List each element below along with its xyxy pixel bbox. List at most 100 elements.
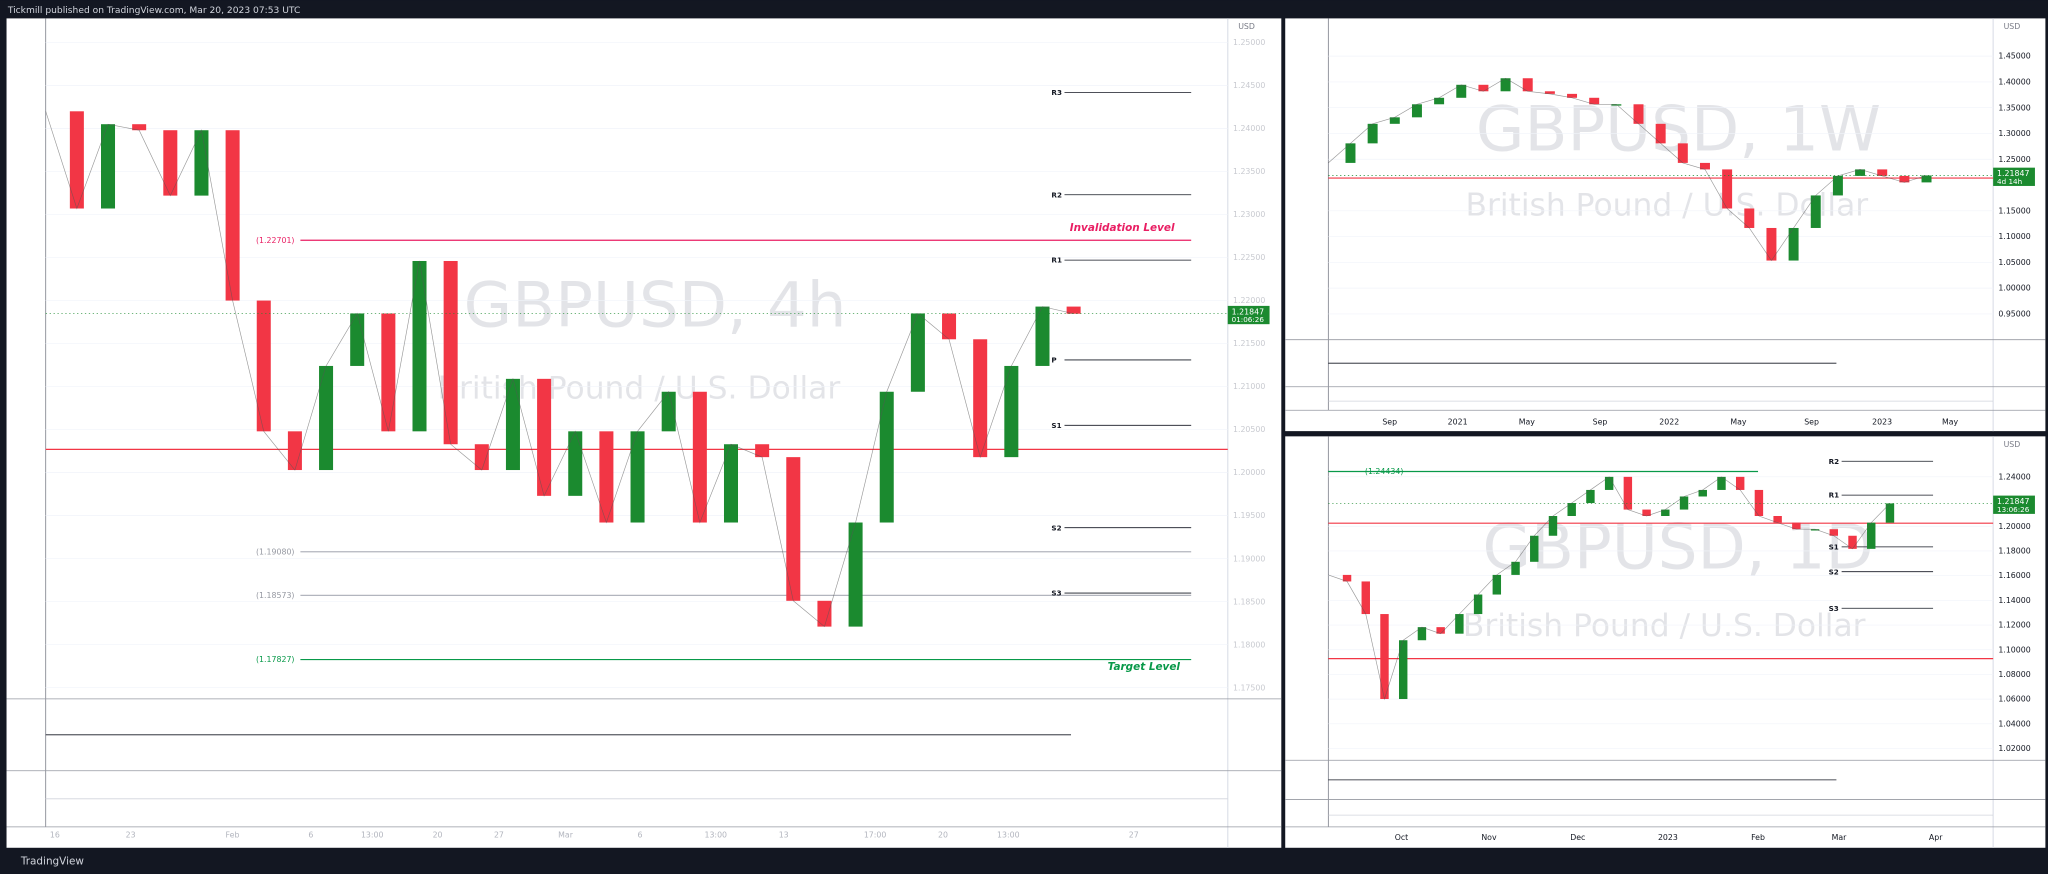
y-tick-label: 1.08000 [1998, 670, 2030, 679]
price-bar [630, 431, 645, 523]
x-tick-label: 20 [938, 830, 948, 839]
price-bar [1773, 515, 1782, 523]
x-tick-label: 13 [779, 830, 789, 839]
annotation: Target Level [1108, 661, 1181, 673]
pivot-label: R1 [1829, 491, 1840, 500]
pivot-label: S3 [1829, 604, 1839, 613]
price-bar [1722, 169, 1733, 209]
price-bar [817, 600, 832, 627]
x-tick-label: 2022 [1659, 418, 1679, 427]
price-bar [692, 391, 707, 523]
y-tick-label: 1.12000 [1998, 621, 2030, 630]
y-tick-label: 1.25000 [1998, 155, 2030, 164]
price-bar [1586, 489, 1595, 504]
x-tick-label: Dec [1570, 833, 1585, 842]
y-tick-label: 1.45000 [1998, 52, 2030, 61]
x-tick-label: Mar [558, 830, 574, 839]
price-bar [568, 431, 583, 496]
price-bar [1921, 175, 1932, 183]
x-tick-label: Feb [226, 830, 240, 839]
price-bar [1744, 208, 1755, 228]
y-tick-label: 1.05000 [1998, 258, 2030, 267]
x-tick-label: 17:00 [864, 830, 887, 839]
axis-unit: USD [1238, 22, 1255, 31]
pivot-label: R3 [1051, 88, 1062, 97]
x-tick-label: 2021 [1448, 418, 1468, 427]
price-bar [1611, 104, 1622, 106]
price-bar [1623, 476, 1633, 510]
countdown-label: 01:06:26 [1232, 315, 1265, 324]
watermark-title: GBPUSD, 4h [464, 269, 847, 342]
y-tick-label: 1.22000 [1233, 296, 1265, 305]
price-bar [1035, 306, 1050, 366]
annotation: Invalidation Level [1070, 222, 1175, 234]
price-bar [1455, 614, 1464, 634]
y-tick-label: 1.35000 [1998, 103, 2030, 112]
price-bar [1530, 535, 1539, 562]
x-tick-label: Apr [1929, 833, 1943, 842]
price-bar [69, 111, 84, 209]
price-bar [1766, 227, 1777, 261]
x-tick-label: Sep [1593, 418, 1608, 427]
watermark-subtitle: British Pound / U.S. Dollar [438, 370, 841, 406]
axis-unit: USD [2004, 440, 2021, 449]
charts: USD GBPUSD, 4h British Pound / U.S. Dollar… [6, 18, 2046, 848]
price-bar [1492, 574, 1502, 595]
price-bar [381, 313, 396, 432]
price-bar [1478, 84, 1489, 92]
price-bar [505, 378, 520, 471]
level-line-label: (1.24434) [1365, 467, 1403, 476]
x-tick-label: 2023 [1658, 833, 1678, 842]
price-bar [942, 313, 957, 340]
x-tick-label: 6 [638, 830, 643, 839]
price-bar [973, 339, 988, 458]
y-tick-label: 1.20000 [1998, 522, 2030, 531]
y-tick-label: 1.10000 [1998, 232, 2030, 241]
last-price-label: 1.21847 [1997, 497, 2029, 506]
price-bar [1810, 195, 1821, 228]
price-bar [1754, 489, 1764, 516]
y-tick-label: 1.18500 [1233, 597, 1265, 606]
price-bar [1342, 574, 1352, 582]
x-tick-label: 2023 [1872, 418, 1892, 427]
y-tick-label: 1.20000 [1233, 468, 1265, 477]
price-bar [848, 522, 863, 627]
price-bar [132, 124, 147, 131]
x-tick-label: Oct [1395, 833, 1409, 842]
level-line-label: (1.17827) [256, 655, 294, 664]
pivot-label: S3 [1051, 589, 1061, 598]
price-bar [1066, 306, 1081, 314]
panel-1d [1285, 436, 2046, 848]
price-bar [1522, 78, 1533, 92]
y-tick-label: 1.00000 [1998, 284, 2030, 293]
price-bar [755, 444, 770, 458]
pivot-label: S2 [1829, 567, 1839, 576]
y-tick-label: 1.25000 [1233, 38, 1265, 47]
y-tick-label: 1.40000 [1998, 78, 2030, 87]
y-tick-label: 1.02000 [1998, 744, 2030, 753]
y-tick-label: 1.24000 [1998, 472, 2030, 481]
price-bar [1589, 97, 1600, 105]
y-tick-label: 1.19000 [1233, 554, 1265, 563]
y-tick-label: 1.22500 [1233, 253, 1265, 262]
price-bar [1345, 143, 1356, 163]
axis-unit: USD [2004, 22, 2021, 31]
price-bar [1655, 123, 1666, 144]
price-bar [1661, 509, 1670, 516]
y-tick-label: 1.18000 [1233, 640, 1265, 649]
last-price-label: 1.21847 [1997, 169, 2029, 178]
level-line-label: (1.22701) [256, 236, 294, 245]
price-bar [537, 378, 552, 496]
x-tick-label: Sep [1804, 418, 1819, 427]
price-bar [1004, 365, 1019, 458]
last-price-tag [1993, 167, 2035, 186]
last-price-tag [1993, 495, 2035, 514]
price-bar [1567, 93, 1578, 98]
price-bar [1361, 581, 1370, 615]
price-bar [163, 130, 178, 196]
price-bar [474, 444, 489, 471]
panel-1w [1285, 18, 2046, 432]
x-tick-label: Feb [1751, 833, 1765, 842]
price-bar [1699, 162, 1710, 170]
y-tick-label: 1.17500 [1233, 683, 1265, 692]
